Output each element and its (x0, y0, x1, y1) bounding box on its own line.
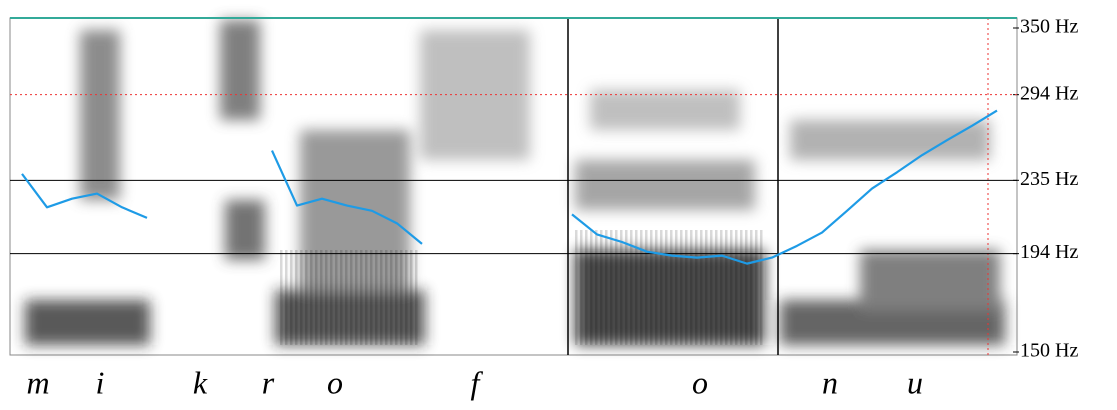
pitch-contour (21, 109, 998, 265)
segment-label: r (262, 364, 275, 400)
segment-label: f (471, 364, 484, 400)
y-tick-label: 294 Hz (1020, 82, 1078, 104)
voicing-striations (280, 250, 420, 345)
segment-label: o (327, 364, 343, 400)
segment-label: n (822, 364, 838, 400)
segment-label: k (193, 364, 208, 400)
segment-label: m (26, 364, 49, 400)
y-tick-label: 150 Hz (1020, 340, 1078, 362)
y-tick-label: 350 Hz (1020, 16, 1078, 38)
y-tick-label: 194 Hz (1020, 241, 1078, 263)
segment-label: u (907, 364, 923, 400)
voicing-striations (575, 230, 765, 345)
y-tick-label: 235 Hz (1020, 168, 1078, 190)
segment-label: o (692, 364, 708, 400)
segment-label: i (96, 364, 105, 400)
